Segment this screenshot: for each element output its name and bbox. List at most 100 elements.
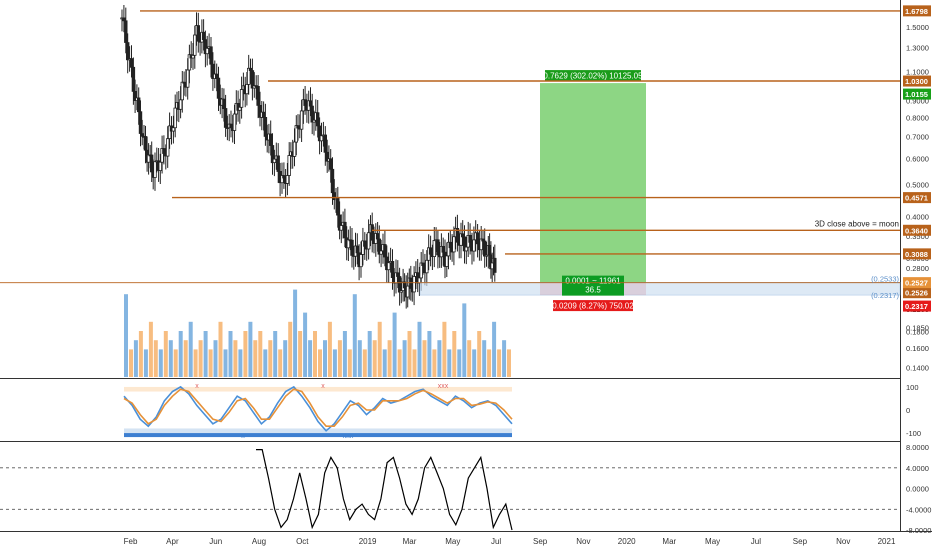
time-tick-label: Feb xyxy=(124,537,138,546)
price-badge xyxy=(903,224,931,236)
position-tool: 0.7629 (302.02%) 10125.050.0001 ~ 119613… xyxy=(419,70,901,312)
volume-bar xyxy=(347,349,352,377)
candle xyxy=(153,161,157,178)
stoch-tick-label: 0 xyxy=(906,406,910,415)
volume-bar xyxy=(387,340,392,377)
candle xyxy=(126,42,130,61)
candle xyxy=(238,106,242,111)
time-tick-label: Mar xyxy=(403,537,417,546)
volume-bar xyxy=(213,340,218,377)
volume-bar xyxy=(129,349,133,377)
candle xyxy=(328,158,333,170)
entry-range-band[interactable] xyxy=(419,281,901,296)
price-badge-text: 0.3088 xyxy=(905,250,928,259)
candle xyxy=(167,125,172,140)
volume-bar xyxy=(223,349,228,377)
osc-tick-label: -8.0000 xyxy=(906,526,931,535)
stoch-marker: xxx xyxy=(438,383,449,390)
candle xyxy=(361,240,365,255)
candle xyxy=(405,285,410,298)
volume-bar xyxy=(278,349,283,377)
candle xyxy=(396,272,400,277)
candle xyxy=(196,25,200,42)
volume-bar xyxy=(497,349,502,377)
price-badge xyxy=(903,192,931,204)
volume-bar xyxy=(382,349,387,377)
candle xyxy=(191,55,195,59)
candle xyxy=(276,155,280,172)
volume-bar xyxy=(303,312,308,377)
candle xyxy=(315,112,320,127)
stop-label: 0.0209 (8.27%) 750.02 xyxy=(552,302,634,311)
candle xyxy=(425,259,429,274)
volume-bar xyxy=(357,340,362,377)
target-zone[interactable] xyxy=(540,83,646,283)
volume-bar xyxy=(323,340,327,377)
candle xyxy=(193,34,197,56)
stoch-marker: x xyxy=(195,383,199,390)
volume-bar xyxy=(407,331,412,377)
volume-bar xyxy=(228,331,233,377)
candle xyxy=(370,224,374,241)
volume-bar xyxy=(477,331,482,377)
volume-bar xyxy=(288,321,293,377)
volume-bar xyxy=(417,321,422,377)
time-tick-label: Jun xyxy=(209,537,222,546)
candle xyxy=(310,105,314,123)
osc-line xyxy=(256,449,513,531)
volume-bar xyxy=(472,349,477,377)
time-tick-label: Jul xyxy=(751,537,761,546)
volume-bar xyxy=(362,349,367,377)
candle xyxy=(143,136,148,151)
volume-bar xyxy=(397,349,402,377)
volume-bar xyxy=(153,340,158,377)
volume-bar xyxy=(402,340,407,377)
stoch-marker: xxx xyxy=(343,433,354,440)
volume-bar xyxy=(263,349,268,377)
volume-bar xyxy=(447,349,452,377)
candle xyxy=(432,239,436,257)
price-badge-text: 0.2317 xyxy=(905,302,928,311)
target-label-box xyxy=(545,70,641,82)
candle xyxy=(308,100,313,107)
time-tick-label: Sep xyxy=(533,537,548,546)
candle xyxy=(180,81,184,101)
price-tick-label: 0.1800 xyxy=(906,327,929,336)
candle xyxy=(397,276,402,293)
price-tick-label: 0.1600 xyxy=(906,344,929,353)
price-badge-text: 0.3640 xyxy=(905,226,928,235)
candle xyxy=(136,97,141,113)
candle xyxy=(292,141,297,157)
volume-bar xyxy=(308,340,313,377)
volume-bar xyxy=(432,349,437,377)
volume-bar xyxy=(467,340,472,377)
time-tick-label: Nov xyxy=(576,537,590,546)
volume-bar xyxy=(502,340,507,377)
candle xyxy=(383,244,387,258)
candle xyxy=(299,110,304,130)
price-badge xyxy=(903,88,931,100)
annotation-text: 3D close above = moon xyxy=(815,219,899,228)
candle xyxy=(428,247,433,255)
stoch-tick-label: 100 xyxy=(906,383,919,392)
oscillator-panel: 8.0000 4.0000 0.0000 -4.0000 -8.0000 xyxy=(0,443,931,535)
price-badge xyxy=(903,277,931,289)
volume-bar xyxy=(352,294,357,377)
price-badge-text: 1.0300 xyxy=(905,77,928,86)
price-badge xyxy=(903,75,931,87)
horizontal-levels: 3D close above = moon (0.2533) (0.2317) xyxy=(0,10,900,300)
price-tick-label: 0.1400 xyxy=(906,363,929,372)
volume-bar xyxy=(233,340,238,377)
volume-bar xyxy=(377,321,382,377)
time-tick-label: Sep xyxy=(793,537,808,546)
volume-bar xyxy=(462,303,467,377)
time-axis: Feb Apr Jun Aug Oct 2019 Mar May Jul Sep Nov 2020 Ma… xyxy=(124,537,896,546)
volume-bar xyxy=(332,349,337,377)
candle xyxy=(158,161,162,171)
volume-bar xyxy=(193,349,198,377)
candle xyxy=(336,197,340,216)
volume-bar xyxy=(337,340,342,377)
candle xyxy=(165,138,170,157)
